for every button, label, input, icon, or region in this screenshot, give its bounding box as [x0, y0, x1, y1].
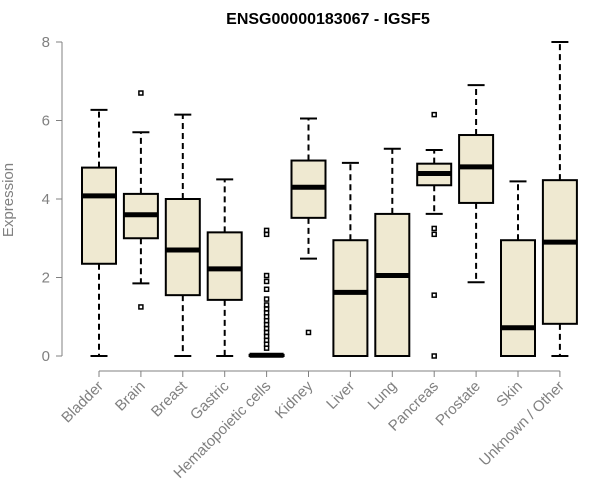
outlier-point: [431, 231, 437, 238]
box-hematopoietic-cells: [248, 227, 285, 358]
y-axis: 0 2 4 6 8: [42, 34, 63, 365]
outlier-point: [431, 225, 437, 232]
iqr-box: [500, 239, 536, 357]
box-prostate: [458, 84, 495, 284]
box-liver: [332, 161, 369, 357]
outlier-point: [431, 353, 437, 359]
box-gastric: [206, 178, 243, 357]
outlier-point: [431, 111, 437, 118]
iqr-box: [206, 231, 243, 301]
outlier-point: [431, 292, 437, 298]
y-tick-label: 8: [42, 34, 50, 51]
iqr-box: [332, 239, 369, 357]
box-lung: [374, 147, 411, 357]
y-tick-label: 6: [42, 113, 50, 130]
outlier-point: [263, 302, 270, 308]
x-tick-label: Brain: [112, 378, 149, 415]
x-tick-label: Lung: [365, 378, 401, 414]
box-skin: [500, 180, 536, 357]
outlier-point: [138, 90, 144, 96]
iqr-box: [374, 212, 411, 357]
x-tick-label: Kidney: [272, 377, 317, 422]
box-unknown-other: [541, 41, 578, 357]
outlier-point: [263, 296, 270, 302]
x-tick-label: Breast: [148, 377, 191, 420]
outlier-point: [263, 286, 270, 293]
chart-title: ENSG00000183067 - IGSF5: [226, 11, 430, 28]
y-tick-label: 0: [42, 348, 50, 365]
outlier-point: [263, 278, 270, 285]
y-tick-label: 2: [42, 270, 50, 287]
box-breast: [164, 113, 201, 357]
y-axis-label: Expression: [0, 163, 17, 237]
outlier-point: [263, 227, 270, 234]
x-tick-label: Skin: [493, 378, 526, 411]
iqr-box: [164, 198, 201, 297]
box-bladder: [81, 108, 117, 357]
x-tick-label: Bladder: [58, 378, 107, 427]
iqr-box: [541, 179, 578, 325]
box-plot-series: [81, 41, 578, 359]
iqr-box: [81, 166, 117, 265]
outlier-point: [138, 304, 144, 310]
x-tick-label: Prostate: [432, 378, 484, 430]
outlier-point: [305, 329, 312, 336]
box-brain: [122, 90, 159, 310]
x-tick-label: Liver: [323, 378, 358, 413]
box-pancreas: [416, 111, 453, 359]
y-tick-label: 4: [42, 191, 50, 208]
box-kidney: [290, 117, 327, 336]
outlier-point: [263, 272, 270, 279]
